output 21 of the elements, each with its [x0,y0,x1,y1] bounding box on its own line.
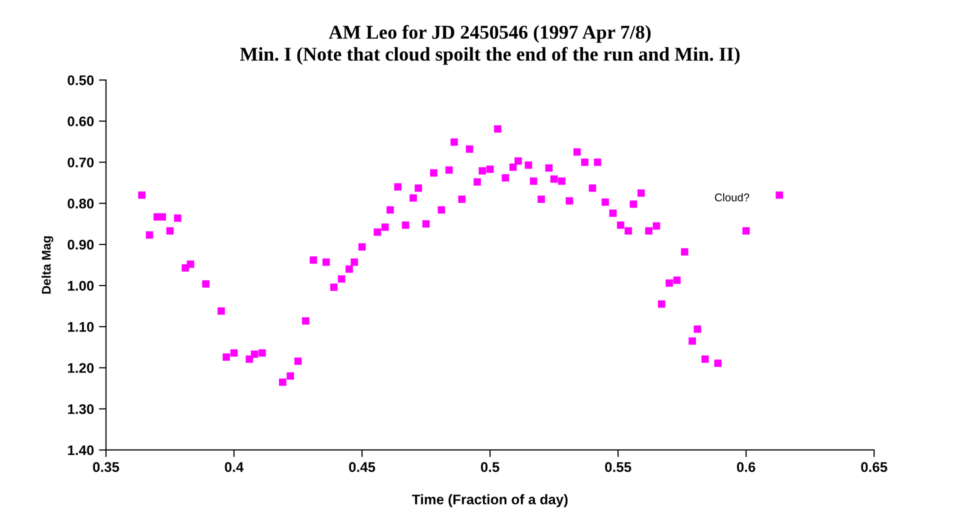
x-tick-label: 0.5 [480,462,500,472]
x-tick-label: 0.35 [93,462,120,472]
x-tick-label: 0.6 [736,462,756,472]
y-tick-label: 1.20 [68,363,94,373]
y-tick-label: 0.60 [68,116,94,126]
y-axis-title: Delta Mag [42,236,54,294]
x-axis-title: Time (Fraction of a day) [412,494,568,508]
y-tick-label: 1.10 [68,322,94,332]
y-tick-label: 0.50 [68,75,94,86]
x-tick-label: 0.55 [605,462,632,472]
x-tick-label: 0.45 [349,462,376,472]
y-tick-label: 1.40 [68,445,94,456]
chart-title: AM Leo for JD 2450546 (1997 Apr 7/8) Min. I (Note that cloud spoilt the end of the run and Min. II) [240,24,740,65]
y-tick-label: 0.90 [68,240,94,250]
y-tick-label: 1.30 [68,404,94,414]
y-tick-label: 1.00 [68,280,94,291]
y-tick-label: 0.70 [68,158,94,168]
annotation: Cloud? [714,193,750,202]
x-tick-label: 0.65 [861,462,888,472]
y-tick-label: 0.80 [68,198,94,209]
x-tick-label: 0.4 [224,462,244,472]
